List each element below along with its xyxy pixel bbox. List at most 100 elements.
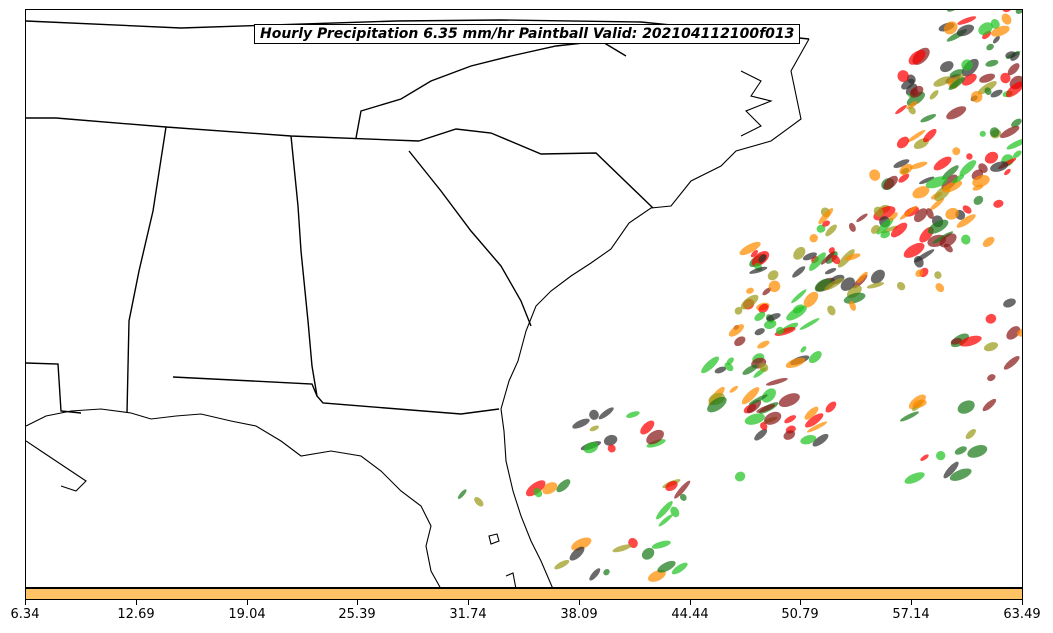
precip-blob (734, 306, 743, 315)
precip-blob (761, 388, 776, 403)
colorbar-tick (247, 600, 248, 605)
precip-blob (792, 266, 806, 278)
precip-blob (935, 283, 945, 293)
precip-blob (876, 217, 894, 235)
precip-blob (800, 435, 817, 445)
precip-blob (657, 560, 676, 573)
precip-blob (671, 562, 688, 575)
precip-blob (626, 411, 640, 418)
precip-blob (848, 222, 856, 232)
precip-blob (598, 407, 614, 420)
precip-blob (765, 377, 788, 386)
precip-blob (856, 213, 868, 223)
precip-blob (820, 251, 835, 265)
precip-blob (775, 326, 784, 335)
precip-blob (873, 206, 884, 217)
colorbar-tick (911, 600, 912, 605)
precip-blob (978, 22, 993, 36)
precip-blob (762, 287, 772, 296)
colorbar-tick-label: 25.39 (338, 607, 376, 622)
colorbar-tick (357, 600, 358, 605)
map-title: Hourly Precipitation 6.35 mm/hr Paintbal… (254, 24, 801, 44)
precip-blob (648, 569, 666, 582)
precip-blob (982, 236, 995, 248)
precip-blob (929, 90, 939, 100)
precip-blob (583, 441, 599, 454)
precip-blob (1012, 150, 1022, 159)
precip-blob (791, 289, 807, 304)
precip-blob (970, 91, 983, 103)
precip-blob (965, 428, 976, 440)
precip-blob (906, 91, 926, 106)
colorbar-tick (579, 600, 580, 605)
precip-blob (784, 415, 797, 424)
precip-blob (808, 351, 822, 364)
precip-blob (556, 479, 571, 493)
precip-blob (951, 174, 965, 184)
precip-blob (989, 127, 1000, 138)
precip-blob (943, 21, 958, 35)
precip-blob (990, 89, 1003, 98)
precip-blob (993, 199, 1004, 208)
precip-blob (962, 205, 972, 214)
colorbar-tick-label: 31.74 (449, 607, 487, 622)
precip-blob (756, 404, 776, 413)
precip-blob (802, 252, 817, 261)
precip-blob (895, 105, 907, 115)
precip-blob (870, 269, 885, 284)
colorbar-tick-label: 19.04 (228, 607, 266, 622)
precip-blob (825, 251, 838, 264)
colorbar-tick (136, 600, 137, 605)
sc-georgia-border (408, 150, 532, 327)
precip-blob (646, 429, 664, 445)
colorbar-tick-label: 44.44 (671, 607, 709, 622)
precip-blob (933, 156, 952, 171)
va-nc-border (355, 40, 627, 139)
precip-blob (750, 250, 758, 258)
alabama-mississippi-border (126, 126, 167, 414)
precip-blob (701, 356, 720, 374)
colorbar-tick-label: 6.34 (10, 607, 40, 622)
precip-blob (1017, 328, 1022, 337)
gulf-coastline (26, 408, 441, 587)
precip-blob (899, 163, 913, 175)
precip-blob (740, 294, 759, 310)
precip-blob (957, 400, 975, 414)
precip-blob (670, 506, 680, 518)
precip-blob (724, 362, 734, 372)
precip-blob (758, 254, 767, 263)
precip-blob (939, 233, 957, 248)
precip-blob (734, 471, 746, 482)
precip-blob (945, 207, 959, 220)
precip-blob (856, 271, 868, 284)
map-panel: Hourly Precipitation 6.35 mm/hr Paintbal… (25, 9, 1023, 588)
precip-blob (805, 413, 824, 428)
precip-blob (927, 219, 949, 234)
colorbar-tick (690, 600, 691, 605)
precip-blob (901, 78, 915, 90)
precip-blob (984, 87, 992, 96)
precip-blob (949, 468, 972, 481)
precip-blob (793, 246, 806, 260)
precip-blob (1007, 63, 1020, 76)
precip-blob (979, 73, 996, 83)
precip-blob (900, 411, 919, 422)
precip-blob (816, 224, 826, 233)
precip-blob (768, 280, 781, 293)
precip-blob (947, 10, 961, 12)
precip-blob (929, 198, 945, 211)
precip-blob (1011, 118, 1022, 128)
precip-blob (825, 224, 837, 237)
precip-blob (961, 59, 973, 71)
precip-blob (799, 318, 820, 330)
precip-blob (734, 336, 746, 347)
precip-blob (1002, 10, 1012, 13)
precip-blob (641, 547, 655, 560)
precip-blob (474, 497, 484, 507)
precip-blob (589, 568, 601, 581)
map-canvas (26, 10, 1022, 587)
precip-blob (746, 399, 762, 414)
precip-blob (1000, 125, 1020, 139)
precip-blob (933, 76, 952, 87)
lake-okeechobee (488, 533, 500, 545)
